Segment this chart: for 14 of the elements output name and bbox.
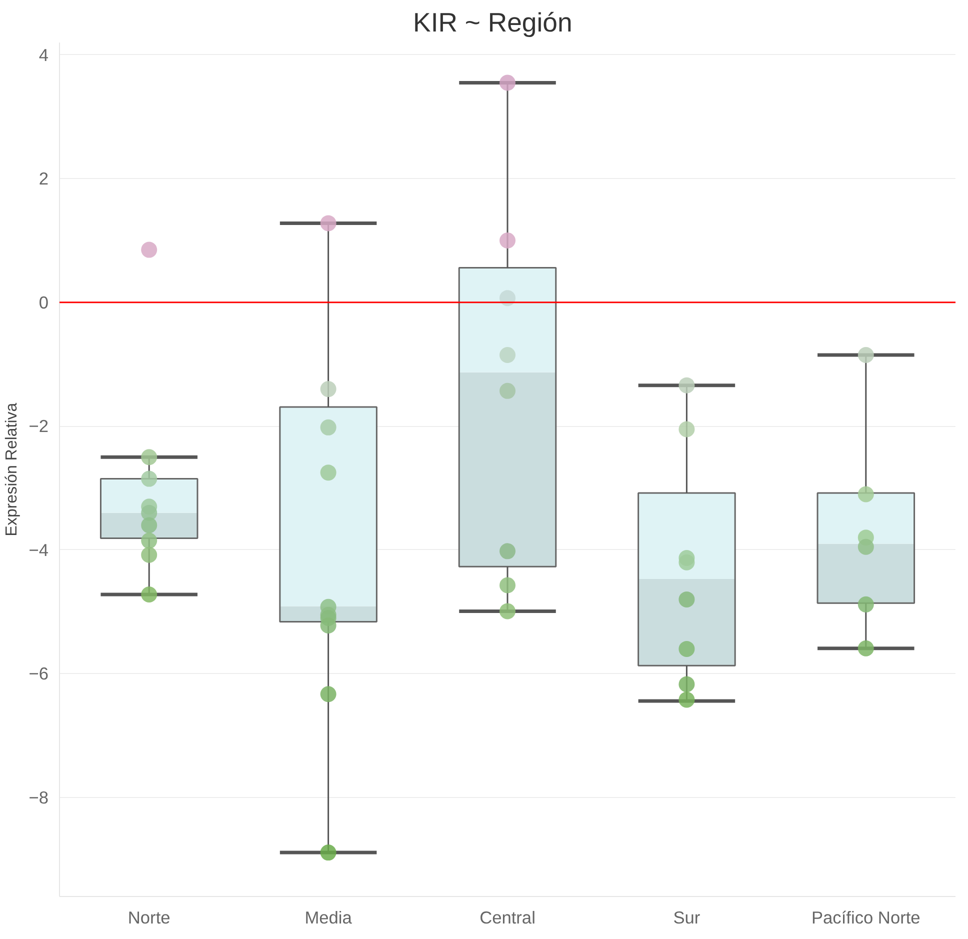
y-tick-label: −6 <box>28 664 49 684</box>
x-tick-label: Media <box>304 908 352 928</box>
y-tick-label: 0 <box>38 292 49 312</box>
x-tick-label: Pacífico Norte <box>811 908 920 928</box>
x-tick-label: Sur <box>673 908 700 928</box>
y-tick-label: −8 <box>28 787 49 808</box>
x-tick-label: Norte <box>128 908 170 928</box>
chart-title: KIR ~ Región <box>413 8 572 38</box>
y-tick-label: −2 <box>28 416 49 436</box>
y-tick-label: 2 <box>38 168 49 189</box>
y-axis-title: Expresión Relativa <box>4 402 21 536</box>
y-tick-label: 4 <box>38 44 49 65</box>
x-tick-label: Central <box>480 908 536 928</box>
y-tick-label: −4 <box>28 540 49 560</box>
